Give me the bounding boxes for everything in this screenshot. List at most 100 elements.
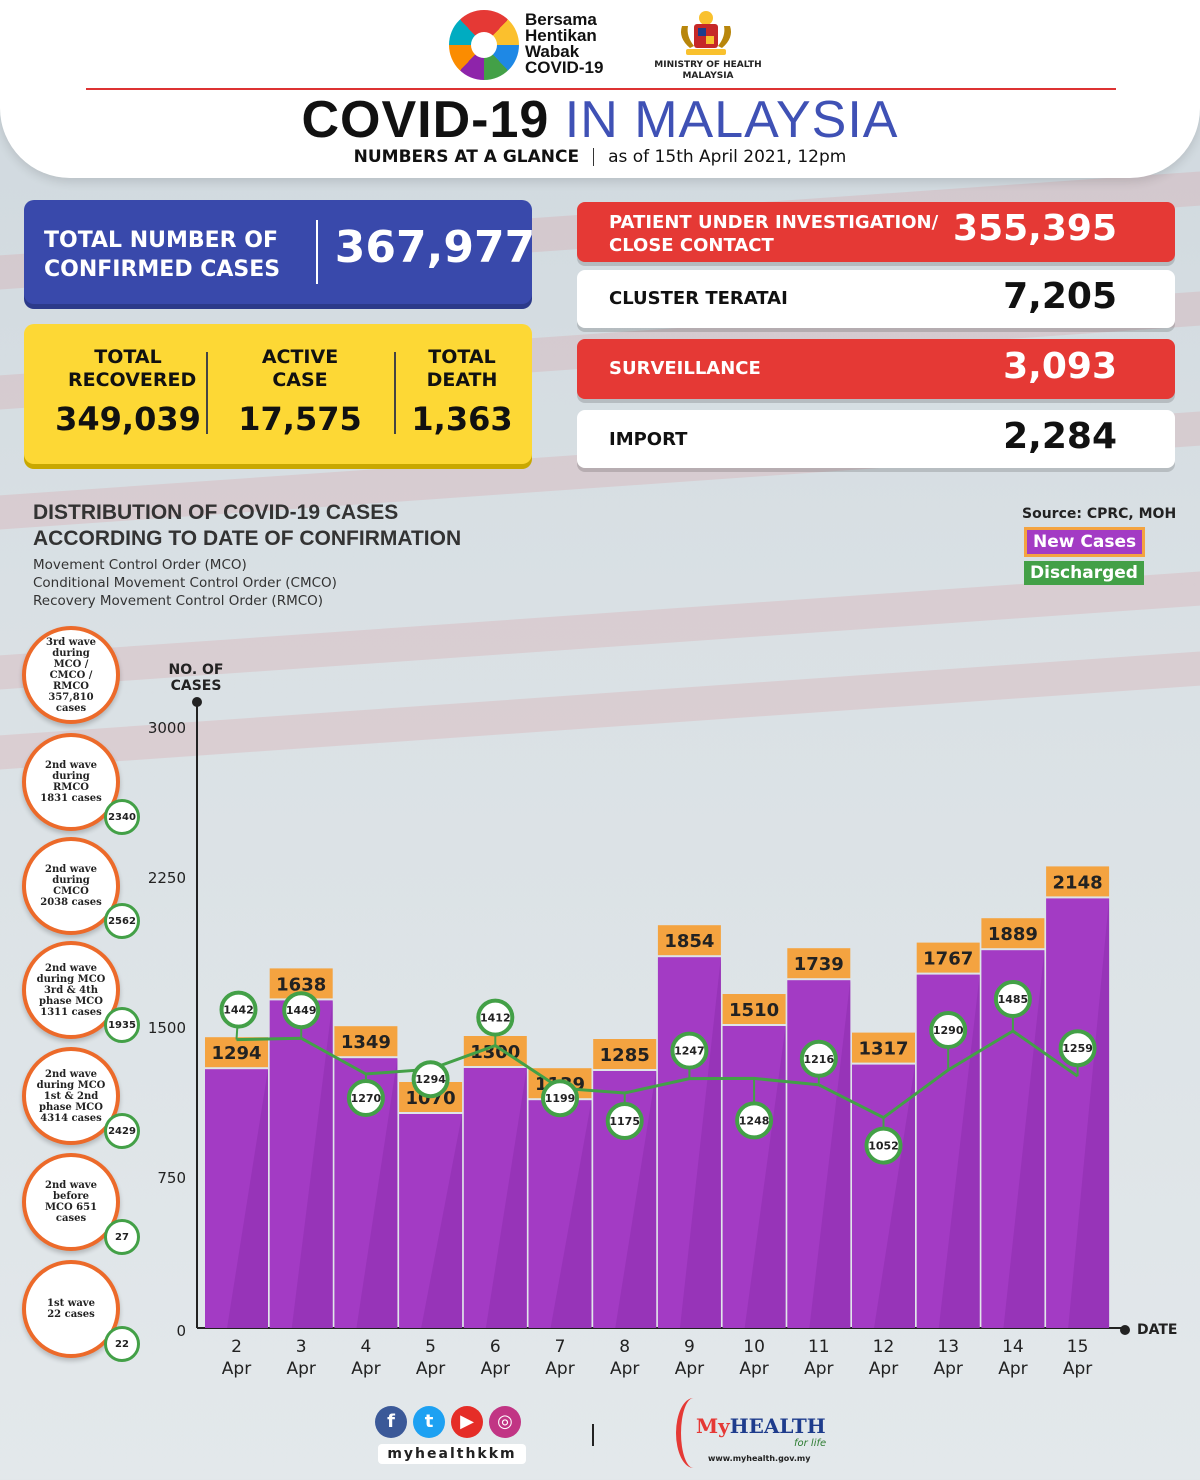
discharged-value-label: 1052 — [868, 1140, 899, 1153]
discharged-value-label: 1290 — [933, 1024, 964, 1037]
youtube-icon[interactable]: ▶ — [451, 1406, 483, 1438]
discharged-value-label: 1199 — [545, 1092, 576, 1105]
discharged-point — [1058, 1029, 1097, 1068]
bar-label-box — [852, 1032, 915, 1063]
bar-shade — [485, 1068, 527, 1328]
wave-circle: 1st wave 22 cases 22 — [22, 1260, 140, 1362]
bar-value-label: 1889 — [988, 924, 1038, 945]
wave-discharged-badge: 2562 — [104, 903, 140, 939]
x-tick-label: 2 Apr — [222, 1337, 251, 1379]
cases-chart: NO. OF CASES DATE 0 750 1500 2250 3000 1294 1638 1… — [148, 662, 1178, 1379]
y-tick-label: 1500 — [148, 1019, 186, 1037]
discharged-value-label: 1294 — [415, 1073, 446, 1086]
discharged-value-label: 1175 — [609, 1115, 640, 1128]
bar-label-box — [657, 925, 721, 956]
bar-label-box — [1046, 866, 1110, 897]
discharged-line — [236, 1029, 1079, 1120]
confirmed-label: TOTAL NUMBER OF CONFIRMED CASES — [44, 228, 281, 282]
discharged-point — [929, 1011, 968, 1049]
x-tick-label: 11 Apr — [804, 1337, 833, 1379]
bar-label-box — [787, 948, 851, 979]
myhealth-swirl-icon — [676, 1398, 711, 1468]
y-axis-title: NO. OF CASES — [169, 662, 224, 694]
x-tick-label: 14 Apr — [998, 1337, 1027, 1379]
bar-value-label: 1285 — [600, 1045, 650, 1066]
campaign-text: Bersama Hentikan Wabak COVID-19 — [525, 10, 604, 77]
bar-shade — [421, 1114, 463, 1328]
facebook-icon[interactable]: f — [375, 1406, 407, 1438]
x-axis-dot — [1120, 1325, 1130, 1335]
bar-value-label: 1638 — [276, 974, 326, 995]
wave-discharged-badge: 1935 — [104, 1007, 140, 1043]
discharged-value-label: 1412 — [480, 1012, 511, 1025]
discharged-value-label: 1449 — [286, 1004, 317, 1017]
y-tick-label: 750 — [157, 1169, 186, 1187]
header-divider — [86, 88, 1116, 90]
bar-label-box — [205, 1037, 268, 1068]
discharged-point — [735, 1101, 774, 1140]
footer-divider — [592, 1424, 594, 1446]
bar-value-label: 1767 — [923, 949, 973, 970]
bar-shade — [809, 980, 851, 1328]
x-tick-label: 15 Apr — [1063, 1337, 1092, 1379]
campaign-logo-icon — [449, 10, 519, 80]
outcomes-card: TOTAL RECOVERED 349,039 ACTIVE CASE 17,5… — [24, 324, 532, 464]
discharged-point — [670, 1031, 709, 1070]
wave-discharged-badge: 27 — [104, 1219, 140, 1255]
wave-circle: 2nd wave during RMCO 1831 cases 2340 — [22, 733, 140, 835]
bar-label-box — [916, 942, 980, 973]
y-tick-label: 2250 — [148, 869, 186, 887]
bar-value-label: 1349 — [341, 1032, 391, 1053]
x-axis-title: DATE — [1137, 1322, 1177, 1338]
page-subtitle: NUMBERS AT A GLANCE as of 15th April 2021… — [353, 147, 847, 167]
wave-circle: 2nd wave during MCO 3rd & 4th phase MCO … — [22, 941, 140, 1043]
wave-discharged-badge: 2429 — [104, 1113, 140, 1149]
discharged-value-label: 1259 — [1062, 1042, 1093, 1055]
x-tick-label: 6 Apr — [481, 1337, 510, 1379]
x-tick-label: 4 Apr — [351, 1337, 380, 1379]
wave-circle: 3rd wave during MCO / CMCO / RMCO 357,81… — [22, 626, 120, 724]
discharged-value-label: 1270 — [351, 1092, 382, 1105]
active-value: 17,575 — [238, 400, 362, 438]
social-handle: myhealthkkm — [378, 1444, 526, 1464]
source-label: Source: CPRC, MOH — [1022, 506, 1177, 522]
bar-value-label: 2148 — [1053, 872, 1103, 893]
x-tick-label: 9 Apr — [675, 1337, 704, 1379]
stat-row-pui: PATIENT UNDER INVESTIGATION/ CLOSE CONTA… — [577, 202, 1175, 262]
bar-label-box — [981, 918, 1045, 949]
x-tick-label: 7 Apr — [545, 1337, 574, 1379]
x-tick-label: 8 Apr — [610, 1337, 639, 1379]
wave-discharged-badge: 22 — [104, 1326, 140, 1362]
myhealth-logo: MyHEALTH for life www.myhealth.gov.my — [676, 1396, 836, 1470]
recovered-value: 349,039 — [55, 400, 201, 438]
bar-value-label: 1854 — [664, 931, 714, 952]
social-icons: f t ▶ ◎ — [375, 1406, 527, 1438]
bar-shade — [615, 1071, 657, 1328]
active-block: ACTIVE CASE 17,575 — [220, 346, 380, 438]
instagram-icon[interactable]: ◎ — [489, 1406, 521, 1438]
bar-value-label: 1317 — [858, 1039, 908, 1060]
order-notes: Movement Control Order (MCO) Conditional… — [33, 557, 337, 609]
x-tick-label: 10 Apr — [739, 1337, 768, 1379]
bar-label-box — [593, 1039, 657, 1069]
discharged-value-label: 1216 — [803, 1053, 834, 1066]
wave-circle: 2nd wave before MCO 651 cases 27 — [22, 1153, 140, 1255]
y-tick-label: 0 — [176, 1322, 186, 1340]
stat-row-surveillance: SURVEILLANCE 3,093 — [577, 339, 1175, 399]
discharged-point — [411, 1060, 450, 1099]
x-tick-label: 5 Apr — [416, 1337, 445, 1379]
wave-discharged-badge: 2340 — [104, 799, 140, 835]
recovered-block: TOTAL RECOVERED 349,039 — [38, 346, 218, 438]
discharged-value-label: 1247 — [674, 1045, 705, 1058]
death-block: TOTAL DEATH 1,363 — [404, 346, 520, 438]
bar-shade — [1003, 950, 1045, 1328]
discharged-point — [864, 1126, 903, 1165]
bar-label-box — [334, 1026, 398, 1057]
twitter-icon[interactable]: t — [413, 1406, 445, 1438]
x-tick-label: 3 Apr — [286, 1337, 315, 1379]
discharged-value-label: 1485 — [998, 993, 1029, 1006]
chart-title: DISTRIBUTION OF COVID-19 CASES ACCORDING… — [33, 501, 462, 550]
bar-shade — [744, 1026, 786, 1328]
confirmed-value: 367,977 — [334, 222, 536, 273]
bar-shade — [938, 974, 980, 1328]
